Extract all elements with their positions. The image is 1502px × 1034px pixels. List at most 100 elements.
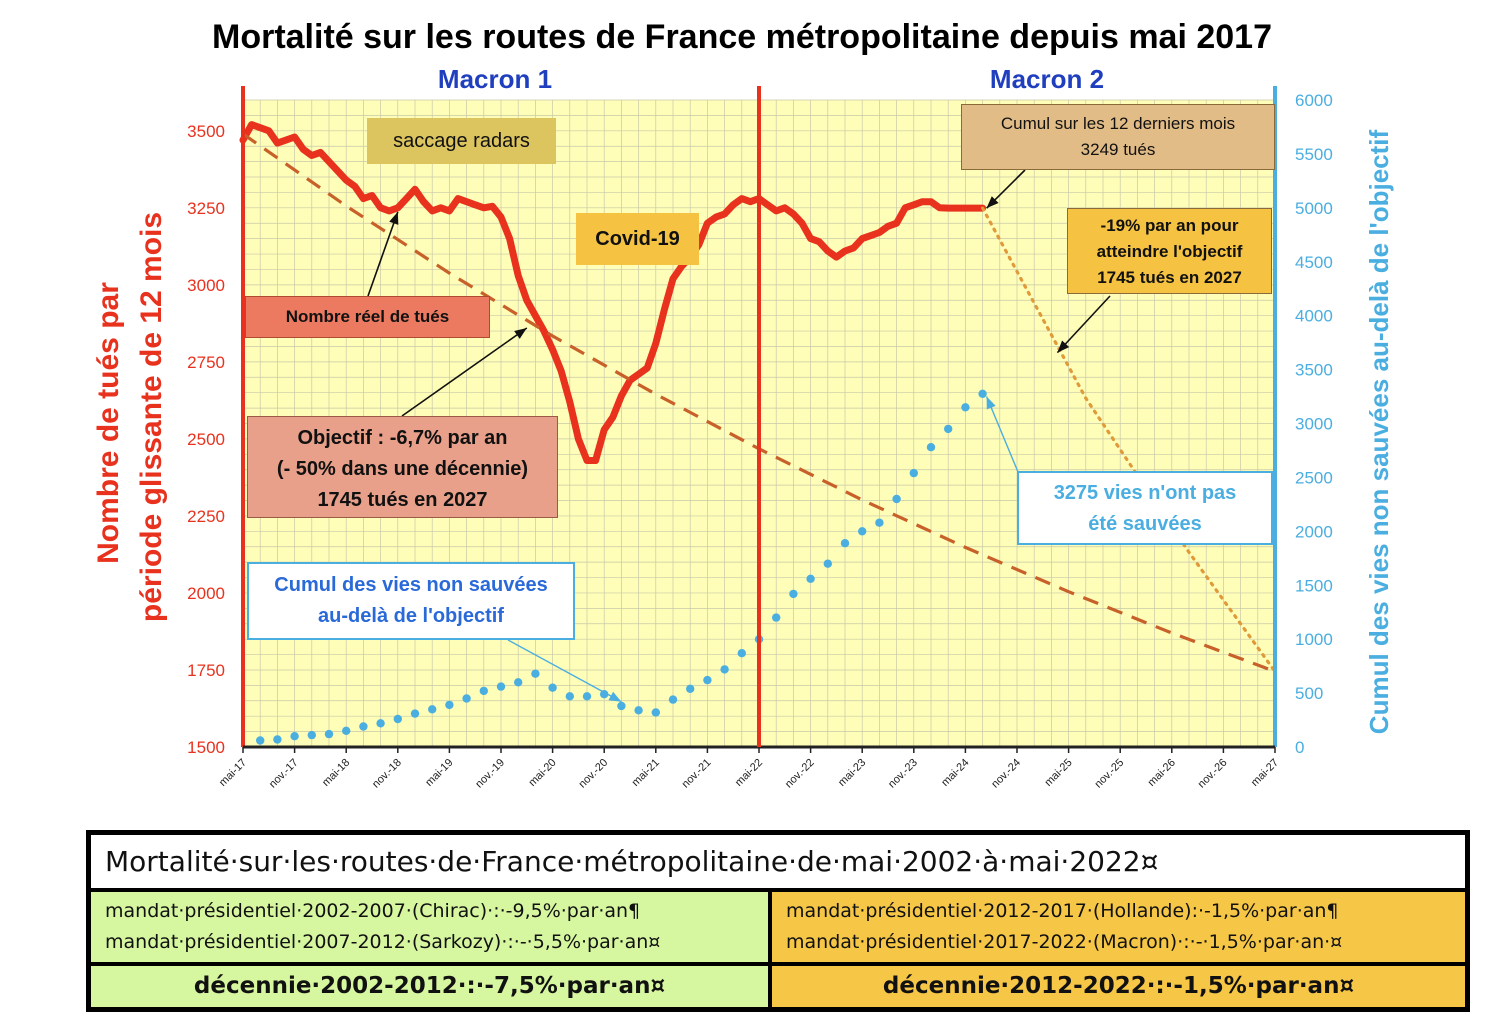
- note-cumul-vies-line-1: Cumul des vies non sauvées: [274, 574, 548, 596]
- cumul-point-2024-01: [926, 443, 936, 452]
- table-left-line-2: mandat·présidentiel·2007-2012·(Sarkozy)·…: [105, 931, 661, 953]
- arrow-cumul-12-mois-head: [986, 196, 999, 209]
- right-tick-1000: 1000: [1295, 630, 1333, 649]
- left-axis-ticks: 1500 1750 2000 2250 2500 2750 3000 3250 3500: [187, 122, 225, 757]
- left-tick-2000: 2000: [187, 584, 225, 603]
- x-tick-mai-26: mai-26: [1146, 757, 1178, 789]
- cumul-point-2023-03: [840, 539, 850, 548]
- note-objectif: Objectif : -6,7% par an (- 50% dans une …: [247, 416, 558, 518]
- left-tick-1750: 1750: [187, 661, 225, 680]
- cumul-point-2022-07: [772, 613, 781, 622]
- cumul-point-2023-07: [875, 518, 884, 527]
- cumul-point-2020-05: [548, 683, 557, 692]
- summary-table: Mortalité·sur·les·routes·de·France·métro…: [86, 830, 1470, 1012]
- left-tick-2750: 2750: [187, 353, 225, 372]
- cumul-point-2022-11: [806, 574, 815, 583]
- cumul-point-2019-07: [462, 694, 471, 703]
- table-left-decade: décennie·2002-2012·:·-7,5%·par·an¤: [91, 966, 768, 1007]
- cumul-point-2019-01: [410, 709, 420, 718]
- x-tick-mai-25: mai-25: [1042, 757, 1074, 789]
- note-cumul-12-line-2: 3249 tués: [1080, 140, 1156, 159]
- annotation-arrows: [367, 169, 1111, 417]
- left-tick-3000: 3000: [187, 276, 225, 295]
- note-cumul-vies-line-2: au-delà de l'objectif: [318, 605, 504, 627]
- right-tick-6000: 6000: [1295, 91, 1333, 110]
- chart: Mortalité sur les routes de France métro…: [92, 18, 1394, 790]
- note-rate-line-3: 1745 tués en 2027: [1097, 268, 1242, 287]
- x-axis-ticks: mai-17 nov.-17 mai-18 nov.-18 mai-19 nov.-19 m…: [217, 747, 1281, 790]
- period-label-macron-1: Macron 1: [438, 64, 552, 94]
- cumul-point-2020-01: [514, 678, 523, 687]
- note-rate-line-1: -19% par an pour: [1100, 216, 1239, 235]
- table-left-mandates: mandat·présidentiel·2002-2007·(Chirac)·:…: [91, 892, 768, 962]
- x-tick-nov.-20: nov.-20: [576, 757, 610, 791]
- cumul-point-2019-09: [479, 686, 488, 696]
- note-3275-line-2: été sauvées: [1088, 513, 1202, 535]
- cumul-point-2023-01: [823, 559, 832, 568]
- cumul-point-2019-05: [445, 700, 454, 710]
- axes: [241, 86, 1277, 749]
- table-right-decade: décennie·2012-2022·:·-1,5%·par·an¤: [772, 966, 1465, 1007]
- right-tick-3500: 3500: [1295, 361, 1333, 380]
- cumul-point-2021-03: [634, 706, 643, 715]
- cumul-point-2021-07: [668, 695, 678, 704]
- x-tick-nov.-21: nov.-21: [680, 757, 714, 791]
- note-objectif-line-2: (- 50% dans une décennie): [276, 458, 529, 480]
- left-axis-title-line-1: Nombre de tués par: [92, 282, 125, 564]
- x-tick-nov.-24: nov.-24: [989, 757, 1023, 791]
- x-tick-nov.-23: nov.-23: [886, 757, 920, 791]
- right-tick-5500: 5500: [1295, 145, 1333, 164]
- left-tick-3250: 3250: [187, 199, 225, 218]
- cumul-point-2020-07: [565, 692, 574, 701]
- note-cumul-12-line-1: Cumul sur les 12 derniers mois: [1000, 114, 1236, 133]
- x-tick-mai-23: mai-23: [836, 757, 868, 789]
- note-3275-vies: 3275 vies n'ont pas été sauvées: [1017, 471, 1273, 545]
- arrow-3275-vies: [985, 396, 1019, 473]
- cumul-point-2017-09: [273, 735, 282, 744]
- note-covid: Covid-19: [576, 213, 699, 265]
- table-left-line-1: mandat·présidentiel·2002-2007·(Chirac)·:…: [105, 900, 641, 922]
- x-tick-mai-18: mai-18: [320, 757, 352, 789]
- cumul-point-2017-07: [256, 736, 265, 745]
- chart-title: Mortalité sur les routes de France métro…: [212, 18, 1272, 56]
- note-cumul-vies: Cumul des vies non sauvées au-delà de l'…: [247, 562, 575, 640]
- cumul-point-2019-11: [496, 682, 506, 691]
- cumul-point-2018-11: [393, 714, 402, 724]
- cumul-point-2020-03: [531, 669, 540, 678]
- line-trajectoire-19: [981, 206, 1277, 674]
- arrow-nombre-reel-head: [389, 211, 399, 225]
- left-tick-1500: 1500: [187, 738, 225, 757]
- right-tick-4000: 4000: [1295, 307, 1333, 326]
- note-saccage-radars: saccage radars: [367, 118, 556, 164]
- note-objectif-line-3: 1745 tués en 2027: [317, 489, 488, 511]
- table-title: Mortalité·sur·les·routes·de·France·métro…: [91, 835, 1465, 888]
- cumul-point-2024-03: [944, 424, 953, 434]
- note-3275-line-1: 3275 vies n'ont pas: [1053, 482, 1237, 504]
- x-tick-mai-24: mai-24: [939, 757, 971, 789]
- x-tick-mai-20: mai-20: [526, 757, 558, 789]
- cumul-point-2023-11: [909, 468, 918, 478]
- x-tick-nov.-22: nov.-22: [783, 757, 817, 791]
- cumul-point-2018-07: [359, 722, 368, 731]
- cumul-point-2019-03: [428, 705, 437, 714]
- cumul-point-2022-09: [789, 589, 798, 599]
- right-axis-title: Cumul des vies non sauvées au-delà de l'…: [1364, 129, 1394, 734]
- cumul-point-2018-01: [307, 730, 316, 740]
- x-tick-nov.-25: nov.-25: [1092, 757, 1126, 791]
- x-tick-mai-27: mai-27: [1249, 757, 1281, 789]
- cumul-point-2021-05: [651, 708, 660, 717]
- cumul-point-2024-07: [978, 389, 987, 398]
- cumul-point-2017-11: [290, 732, 299, 741]
- x-tick-mai-21: mai-21: [630, 757, 662, 789]
- right-tick-1500: 1500: [1295, 576, 1333, 595]
- arrow-cumul-vies: [507, 639, 622, 703]
- table-right-mandates: mandat·présidentiel·2012-2017·(Hollande)…: [772, 892, 1465, 962]
- cumul-point-2018-09: [376, 719, 385, 728]
- x-tick-nov.-19: nov.-19: [473, 757, 507, 791]
- table-right-line-1: mandat·présidentiel·2012-2017·(Hollande)…: [786, 900, 1339, 922]
- cumul-point-2022-01: [720, 665, 729, 674]
- line-nombre-reel: [239, 121, 987, 464]
- right-tick-4500: 4500: [1295, 253, 1333, 272]
- annotation-arrows-blue: [507, 396, 1019, 703]
- right-tick-3000: 3000: [1295, 415, 1333, 434]
